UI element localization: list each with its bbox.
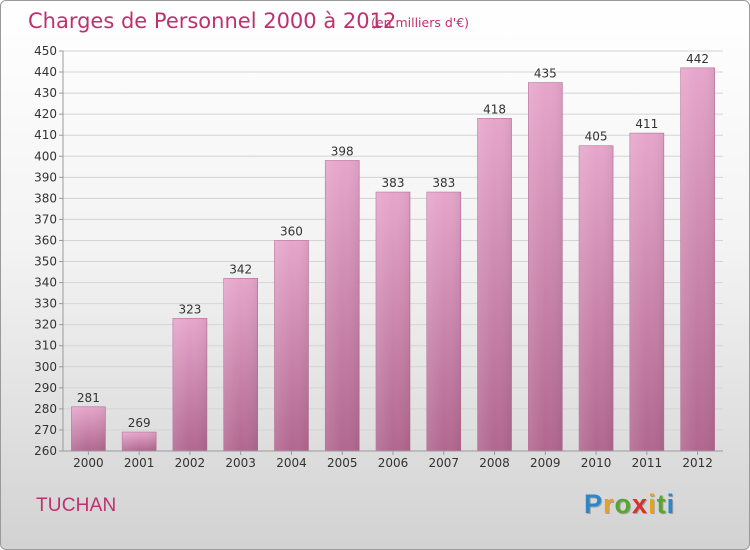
y-tick-label: 260 [34, 444, 57, 458]
x-tick-label-2001: 2001 [124, 456, 155, 470]
bars [71, 67, 715, 452]
y-tick-label: 350 [34, 255, 57, 269]
logo-letter: x [632, 489, 649, 519]
value-labels: 281 269 323 342 360 398 383 383 418 435 405 411 442 [77, 52, 709, 430]
x-tick-label-2007: 2007 [428, 456, 459, 470]
value-label-2011: 411 [635, 117, 658, 131]
value-label-2010: 405 [585, 130, 608, 144]
bar-shade-2004 [274, 240, 309, 451]
x-tick-label-2012: 2012 [682, 456, 713, 470]
value-label-2012: 442 [686, 52, 709, 66]
x-tick-label-2006: 2006 [378, 456, 409, 470]
bar-shade-2000 [71, 406, 106, 451]
y-tick-label: 280 [34, 402, 57, 416]
x-tick-label-2003: 2003 [225, 456, 256, 470]
y-tick-label: 290 [34, 381, 57, 395]
value-label-2009: 435 [534, 67, 557, 81]
y-tick-label: 360 [34, 233, 57, 247]
chart-subtitle: (en milliers d'€) [371, 15, 469, 30]
bar-shade-2001 [122, 432, 157, 451]
bar-shade-2006 [376, 192, 410, 452]
bar-shade-2010 [579, 145, 614, 451]
chart-title: Charges de Personnel 2000 à 2012 [28, 9, 396, 33]
bar-shade-2008 [477, 118, 512, 452]
bar-shade-2012 [680, 67, 715, 451]
y-tick-label: 450 [34, 44, 57, 58]
x-axis-ticks: 2000 2001 2002 2003 2004 2005 2006 2007 2008 2009… [73, 451, 713, 470]
bar-shade-2009 [528, 82, 563, 451]
y-tick-label: 320 [34, 318, 57, 332]
value-label-2008: 418 [483, 102, 506, 116]
bar-shade-2007 [426, 192, 461, 452]
x-tick-label-2010: 2010 [581, 456, 612, 470]
value-label-2002: 323 [178, 302, 201, 316]
y-tick-label: 380 [34, 191, 57, 205]
bar-shade-2002 [172, 318, 207, 451]
y-tick-label: 430 [34, 86, 57, 100]
y-tick-label: 420 [34, 107, 57, 121]
x-tick-label-2000: 2000 [73, 456, 104, 470]
value-label-2003: 342 [229, 262, 252, 276]
y-tick-label: 390 [34, 170, 57, 184]
logo-letter: r [603, 489, 615, 519]
y-tick-label: 310 [34, 339, 57, 353]
logo-letter: i [648, 489, 657, 519]
commune-name: TUCHAN [36, 495, 117, 516]
y-tick-label: 340 [34, 276, 57, 290]
value-label-2005: 398 [331, 144, 354, 158]
x-tick-label-2011: 2011 [632, 456, 663, 470]
value-label-2001: 269 [128, 416, 151, 430]
logo-letter: P [584, 489, 604, 519]
y-tick-label: 300 [34, 360, 57, 374]
y-tick-label: 400 [34, 149, 57, 163]
bar-shade-2005 [325, 160, 360, 451]
bar-shade-2011 [629, 133, 664, 451]
y-tick-label: 330 [34, 297, 57, 311]
x-tick-label-2008: 2008 [479, 456, 510, 470]
bar-shade-2003 [223, 278, 258, 451]
y-tick-label: 440 [34, 65, 57, 79]
x-tick-label-2005: 2005 [327, 456, 358, 470]
logo-letter: t [656, 489, 667, 519]
y-tick-label: 410 [34, 128, 57, 142]
y-axis-ticks: 260 270 280 290 300 310 320 330 340 350 360 370 380 3… [34, 44, 63, 458]
y-tick-label: 270 [34, 423, 57, 437]
y-tick-label: 370 [34, 212, 57, 226]
value-label-2007: 383 [432, 176, 455, 190]
logo-letter: i [666, 489, 676, 519]
proxiti-logo: Proxiti [584, 489, 675, 520]
logo-letter: o [614, 489, 633, 519]
value-label-2006: 383 [382, 176, 405, 190]
x-tick-label-2004: 2004 [276, 456, 307, 470]
x-tick-label-2002: 2002 [175, 456, 206, 470]
value-label-2000: 281 [77, 391, 100, 405]
value-label-2004: 360 [280, 224, 303, 238]
x-tick-label-2009: 2009 [530, 456, 561, 470]
